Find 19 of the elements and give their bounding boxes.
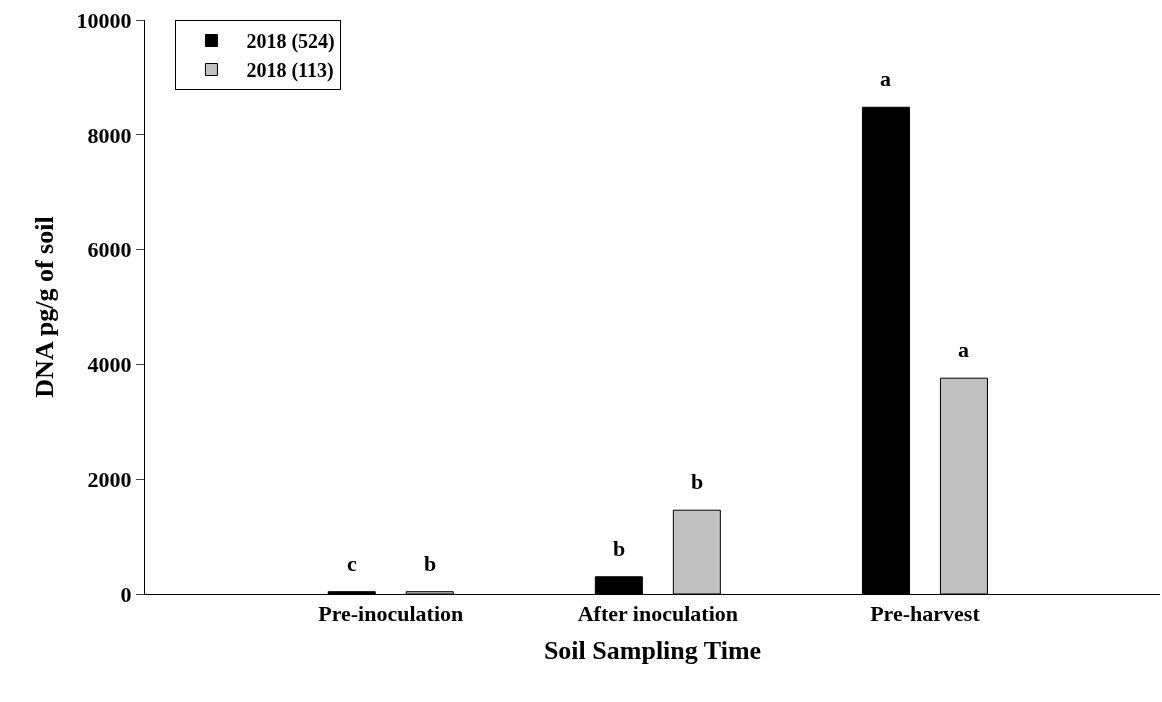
y-tick-label: 6000 (87, 237, 132, 263)
y-tick-label: 10000 (76, 7, 132, 33)
legend-label: 2018 (113) (246, 59, 334, 83)
legend-label: 2018 (524) (246, 30, 335, 54)
y-tick-label: 8000 (87, 122, 132, 148)
x-tick-label: Pre-inoculation (318, 601, 464, 627)
y-axis-title: DNA pg/g of soil (30, 216, 59, 398)
y-tick-label: 4000 (87, 352, 132, 378)
x-tick-label: After inoculation (577, 601, 738, 627)
annotation: a (958, 337, 969, 362)
annotation: b (424, 551, 437, 576)
annotation: a (880, 66, 891, 91)
annotation: b (691, 469, 704, 494)
y-tick-label: 0 (120, 581, 132, 607)
x-tick-label: Pre-harvest (870, 601, 981, 627)
x-axis-title: Soil Sampling Time (543, 636, 762, 666)
annotation: b (613, 536, 626, 561)
annotation: c (347, 551, 357, 576)
y-tick-label: 2000 (87, 466, 132, 492)
